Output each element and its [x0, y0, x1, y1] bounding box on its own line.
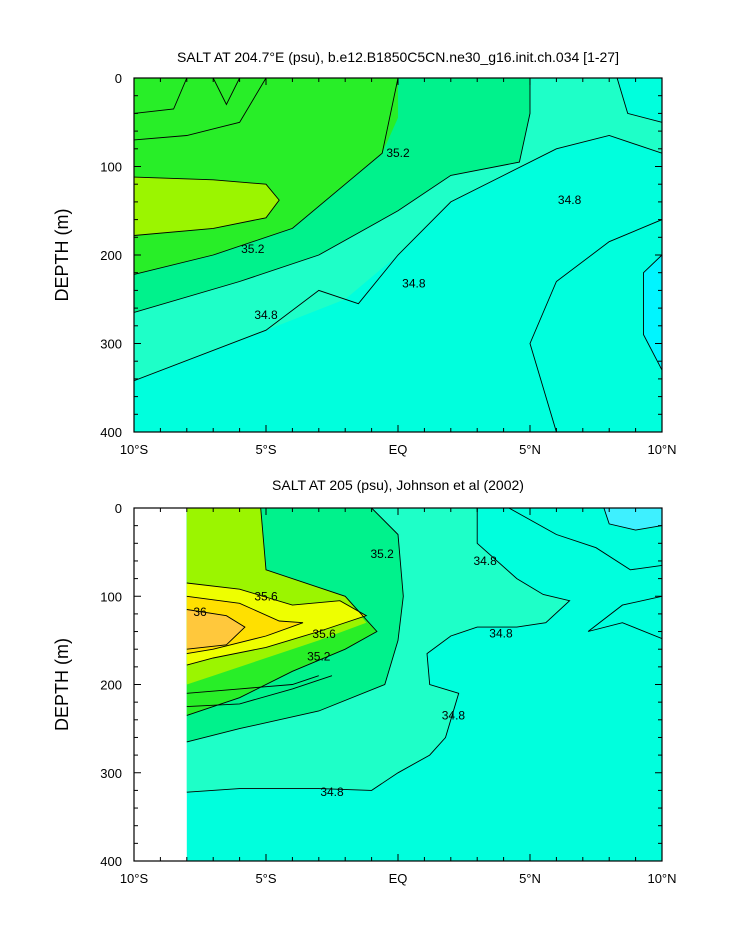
obs-y-tick-label: 400 — [100, 854, 122, 869]
obs-region-36.0-36.2 — [186, 609, 245, 650]
model-region-35.4-35.6 — [134, 177, 280, 236]
obs-contour-line — [186, 508, 378, 716]
model-y-tick-label: 100 — [100, 160, 122, 175]
model-contour-line — [134, 78, 399, 275]
model-contour-label: 35.2 — [241, 242, 265, 256]
model-contour-line — [212, 78, 241, 106]
obs-contour-label: 35.6 — [254, 589, 278, 603]
model-region-34.6-34.8 — [617, 78, 662, 123]
model-x-tick-label: EQ — [389, 442, 408, 457]
obs-contour-line — [603, 508, 662, 531]
obs-region-34.4-34.6 — [603, 508, 662, 531]
model-y-tick-label: 300 — [100, 337, 122, 352]
model-chart-title: SALT AT 204.7°E (psu), b.e12.B1850C5CN.n… — [177, 49, 619, 65]
obs-x-tick-label: 10°S — [120, 871, 149, 886]
model-x-tick-label: 5°N — [519, 442, 541, 457]
obs-contour-label: 34.8 — [320, 785, 344, 799]
model-contour-line — [643, 254, 662, 371]
obs-y-axis-label: DEPTH (m) — [52, 638, 72, 731]
obs-contour-line — [186, 675, 319, 694]
model-x-tick-label: 10°N — [647, 442, 676, 457]
obs-contour-line — [186, 508, 404, 743]
obs-contour-label: 34.8 — [442, 708, 466, 722]
obs-x-tick-label: 10°N — [647, 871, 676, 886]
model-x-tick-label: 10°S — [120, 442, 149, 457]
obs-contour-label: 34.8 — [473, 554, 497, 568]
panel-observed-salinity: 35.2 34.8 35.6 36 35.6 34.8 35.2 34.8 34.8 10°S 5°… — [52, 477, 677, 886]
obs-y-tick-label: 300 — [100, 766, 122, 781]
obs-chart-title: SALT AT 205 (psu), Johnson et al (2002) — [272, 477, 524, 493]
obs-contour-line — [186, 508, 571, 793]
model-x-tick-label: 5°S — [255, 442, 276, 457]
model-contour-line — [529, 219, 662, 432]
model-contour-line — [134, 78, 531, 313]
obs-contour-label: 34.8 — [489, 626, 513, 640]
model-contour-line — [616, 78, 662, 123]
obs-contour-label: 36 — [193, 605, 207, 619]
model-contour-line — [134, 176, 280, 236]
model-contour-line — [134, 78, 267, 141]
obs-contour-label: 35.2 — [370, 547, 394, 561]
obs-y-tick-label: 0 — [115, 501, 122, 516]
model-contour-line — [134, 135, 662, 382]
model-contour-line — [134, 78, 188, 114]
model-region-34.4-34.6 — [643, 255, 662, 371]
model-contour-label: 34.8 — [254, 308, 278, 322]
model-contour-label: 34.8 — [558, 193, 582, 207]
model-y-tick-label: 200 — [100, 248, 122, 263]
obs-contour-label: 35.6 — [312, 627, 336, 641]
obs-contour-line — [186, 595, 304, 655]
model-y-tick-label: 0 — [115, 71, 122, 86]
obs-contour-line — [186, 582, 368, 666]
model-y-tick-label: 400 — [100, 425, 122, 440]
obs-contour-line — [186, 675, 333, 708]
obs-contour-line — [587, 595, 662, 640]
obs-x-tick-label: 5°S — [255, 871, 276, 886]
obs-y-tick-label: 100 — [100, 589, 122, 604]
panel-model-salinity: 35.2 34.8 35.2 34.8 34.8 10°S 5°S EQ 5°N 10°N 0 100… — [52, 49, 677, 457]
obs-contour-line — [508, 508, 662, 571]
obs-y-tick-label: 200 — [100, 678, 122, 693]
model-y-axis-label: DEPTH (m) — [52, 209, 72, 302]
obs-x-tick-label: 5°N — [519, 871, 541, 886]
obs-contour-label: 35.2 — [307, 649, 331, 663]
obs-x-tick-label: EQ — [389, 871, 408, 886]
model-region-34.6-34.8 — [530, 219, 662, 432]
model-contour-label: 35.2 — [386, 146, 410, 160]
obs-region-34.6-34.8 — [588, 596, 662, 639]
obs-contour-line — [186, 609, 246, 650]
model-contour-label: 34.8 — [402, 276, 426, 290]
